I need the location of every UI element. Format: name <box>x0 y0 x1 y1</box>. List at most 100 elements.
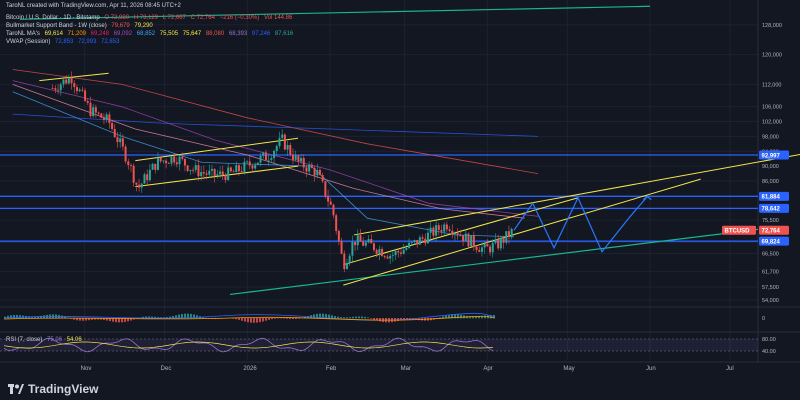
pattern-line <box>135 137 299 162</box>
upper-trend-line <box>19 5 651 20</box>
y-tick-label: 112,000 <box>762 82 781 88</box>
candle-body <box>329 201 332 205</box>
macd-histogram-bar <box>343 317 345 319</box>
candle-body <box>472 235 475 247</box>
macd-histogram-bar <box>484 315 486 319</box>
candle-body <box>480 247 483 252</box>
macd-histogram-bar <box>172 316 174 319</box>
candle-body <box>386 256 389 259</box>
macd-histogram-bar <box>358 316 360 319</box>
candle-body <box>413 240 416 243</box>
macd-histogram-bar <box>91 318 93 320</box>
macd-histogram-bar <box>190 313 192 319</box>
candle-body <box>410 242 413 243</box>
y-tick-label: 66,500 <box>762 252 779 258</box>
candle-body <box>273 150 276 159</box>
candle-body <box>113 128 116 138</box>
macd-signal-line <box>3 315 496 321</box>
macd-histogram-bar <box>475 316 477 319</box>
candle-body <box>194 165 197 171</box>
macd-histogram-bar <box>478 316 480 319</box>
candlesticks <box>51 71 513 273</box>
candle-body <box>78 89 81 92</box>
macd-histogram-bar <box>238 318 240 320</box>
candle-body <box>219 171 222 175</box>
ohlc-change: −216 (−0.30%) <box>219 15 260 21</box>
macd-histogram-bar <box>202 317 204 319</box>
candle-body <box>491 243 494 253</box>
tradingview-logo[interactable]: TradingView <box>8 382 98 396</box>
candle-body <box>270 158 273 160</box>
candle-body <box>456 233 459 236</box>
ma-value-10: 97,246 <box>251 31 271 37</box>
ohlc-low: L 72,667 <box>162 15 186 21</box>
candle-body <box>286 144 289 150</box>
legend-symbol-row[interactable]: Bitcoin / U.S. Dollar · 1D · Bitstamp O … <box>6 15 295 22</box>
candle-body <box>327 196 330 202</box>
ohlc-open: O 72,980 <box>104 15 130 21</box>
y-tick-label: 86,000 <box>762 179 779 185</box>
macd-histogram-bar <box>97 318 99 320</box>
candle-body <box>92 107 95 117</box>
legend-bmsb-row[interactable]: Bullmarket Support Band - 1W (close) 79,… <box>6 23 156 30</box>
candle-body <box>181 156 184 159</box>
macd-histogram-bar <box>259 318 261 323</box>
candle-body <box>138 184 141 188</box>
pattern-line <box>353 153 800 236</box>
candle-body <box>448 229 451 231</box>
candle-body <box>216 174 219 177</box>
candle-body <box>335 215 338 231</box>
candle-body <box>394 251 397 256</box>
candle-body <box>362 241 365 246</box>
rsi-label: RSI (7, close) <box>6 337 43 343</box>
y-tick-label: 61,700 <box>762 269 779 275</box>
pattern-line <box>135 165 299 188</box>
ma-value-6: 75,505 <box>159 31 179 37</box>
macd-histogram-bar <box>184 313 186 319</box>
x-tick-label: Feb <box>326 366 337 372</box>
candle-body <box>213 168 216 177</box>
macd-histogram-bar <box>16 314 18 319</box>
x-tick-label: Apr <box>483 366 492 372</box>
vwap-value-3: 72,853 <box>101 39 120 45</box>
macd-histogram-bar <box>469 316 471 319</box>
macd-histogram-bar <box>448 314 450 319</box>
macd-histogram-bar <box>250 318 252 323</box>
candle-body <box>372 243 375 251</box>
symbol-name: Bitcoin / U.S. Dollar · 1D · Bitstamp <box>6 15 100 21</box>
legend-rsi-row[interactable]: RSI (7, close) 75.06 54.06 <box>6 337 85 344</box>
candle-body <box>119 138 122 143</box>
macd-histogram-bar <box>406 318 408 320</box>
macd-histogram-bar <box>193 314 195 319</box>
candle-body <box>502 237 505 243</box>
candle-body <box>354 241 357 246</box>
candle-body <box>416 240 419 245</box>
legend-vwap-row[interactable]: VWAP (Session) 72,853 72,993 72,853 <box>6 39 122 46</box>
x-tick-label: Mar <box>401 366 411 372</box>
candle-body <box>100 113 103 118</box>
ma-label: TaroNL MA's <box>6 31 40 37</box>
y-tick-label: 102,000 <box>762 120 782 126</box>
candle-body <box>146 174 149 181</box>
macd-histogram-bar <box>64 316 66 319</box>
candle-body <box>470 235 473 247</box>
candle-body <box>418 237 421 245</box>
macd-histogram-bar <box>181 314 183 319</box>
macd-histogram-bar <box>472 316 474 319</box>
candle-body <box>67 77 70 84</box>
price-axis-label: 92,997 <box>759 150 789 160</box>
price-label-text: 72,764 <box>762 229 781 235</box>
macd-histogram-bar <box>451 314 453 319</box>
moving-average-line <box>12 69 539 174</box>
rsi-tick-label: 40.00 <box>762 349 776 355</box>
candle-body <box>256 162 259 165</box>
candle-body <box>370 239 373 244</box>
macd-histogram-bar <box>298 318 300 319</box>
candle-body <box>102 117 105 120</box>
legend-ma-row[interactable]: TaroNL MA's 69,614 71,209 69,248 69,092 … <box>6 31 296 38</box>
candle-body <box>208 170 211 175</box>
y-tick-label: 120,000 <box>762 53 782 59</box>
candle-body <box>70 77 73 84</box>
